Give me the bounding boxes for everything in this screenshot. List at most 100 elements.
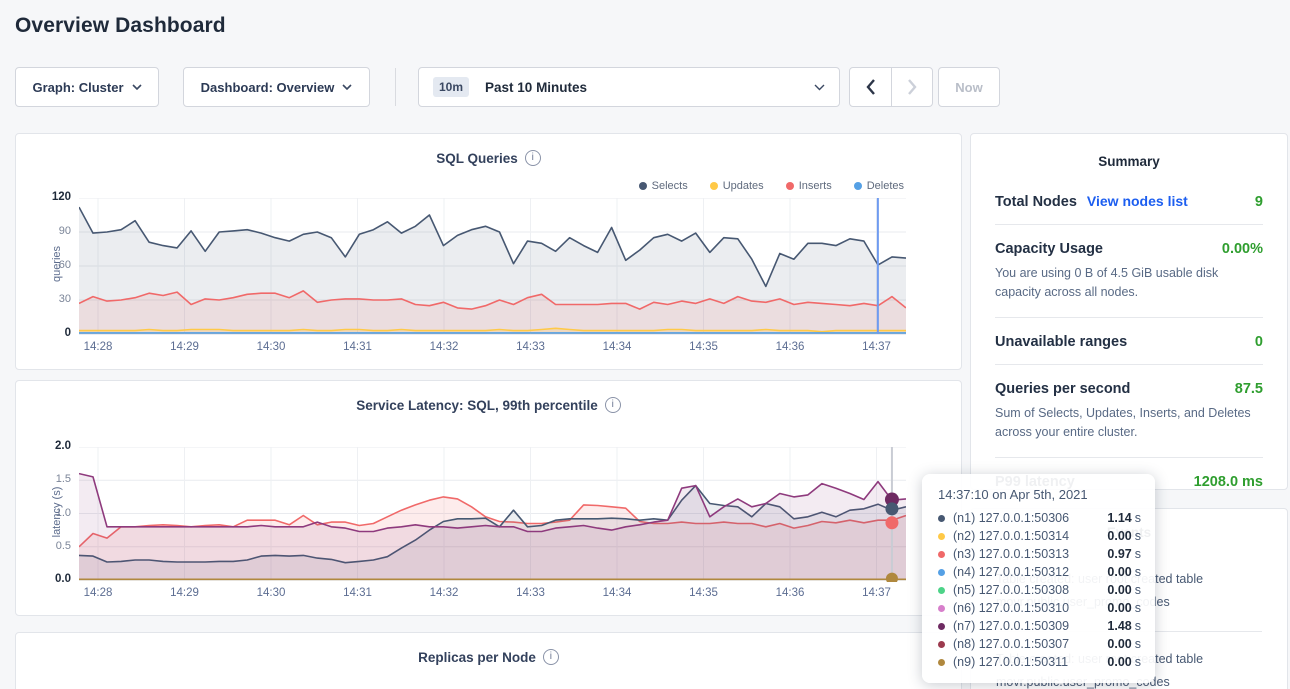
- x-axis-tick: 14:33: [516, 341, 545, 353]
- y-axis-label: queries: [51, 245, 63, 283]
- x-axis-tick: 14:31: [343, 341, 372, 353]
- tooltip-node-unit: s: [1134, 511, 1141, 525]
- time-range-badge: 10m: [433, 77, 470, 97]
- sql-queries-plot[interactable]: [79, 198, 906, 335]
- service-latency-plot[interactable]: [79, 447, 906, 582]
- y-axis-tick: 120: [51, 191, 71, 203]
- graph-dropdown[interactable]: Graph: Cluster: [15, 67, 159, 107]
- x-axis-tick: 14:29: [170, 587, 199, 599]
- tooltip-node-address: (n6) 127.0.0.1:50310: [953, 601, 1070, 615]
- y-axis-tick: 90: [58, 225, 71, 237]
- x-axis-tick: 14:37: [862, 341, 891, 353]
- series-dot-icon: [938, 586, 945, 594]
- view-nodes-list-link[interactable]: View nodes list: [1086, 193, 1188, 209]
- tooltip-node-address: (n8) 127.0.0.1:50307: [953, 637, 1070, 651]
- tooltip-node-address: (n7) 127.0.0.1:50309: [953, 619, 1070, 633]
- chevron-left-icon: [865, 79, 875, 95]
- tooltip-node-row: (n5) 127.0.0.1:50308 0.00 s: [938, 581, 1141, 599]
- tooltip-node-row: (n2) 127.0.0.1:50314 0.00 s: [938, 527, 1141, 545]
- info-icon[interactable]: i: [542, 649, 559, 665]
- prev-time-button[interactable]: [850, 68, 891, 106]
- now-button-label: Now: [955, 79, 983, 95]
- time-step-buttons: [849, 67, 933, 107]
- y-axis-tick: 0.0: [55, 573, 71, 585]
- hover-point: [885, 502, 899, 516]
- next-time-button[interactable]: [891, 68, 932, 106]
- tooltip-node-value: 1.14: [1107, 511, 1132, 525]
- tooltip-date: on Apr 5th, 2021: [992, 487, 1088, 502]
- legend-item-inserts[interactable]: Inserts: [785, 180, 832, 192]
- y-axis-tick: 0: [64, 327, 71, 339]
- dashboard-dropdown[interactable]: Dashboard: Overview: [183, 67, 370, 107]
- legend-item-deletes[interactable]: Deletes: [853, 180, 904, 192]
- tooltip-node-unit: s: [1134, 637, 1141, 651]
- summary-panel: Summary Total Nodes View nodes list 9 Capac…: [970, 133, 1288, 490]
- info-icon[interactable]: i: [524, 150, 541, 166]
- tooltip-node-value: 0.00: [1107, 529, 1132, 543]
- tooltip-node-value: 0.00: [1107, 583, 1132, 597]
- chart-hover-tooltip: 14:37:10 on Apr 5th, 2021 (n1) 127.0.0.1…: [922, 474, 1155, 683]
- chevron-down-icon: [342, 84, 352, 90]
- tooltip-node-unit: s: [1134, 565, 1141, 579]
- series-line--n3-127-0-0-1-50313: [79, 496, 906, 548]
- x-axis-tick: 14:36: [775, 341, 805, 353]
- tooltip-node-value: 0.97: [1107, 547, 1132, 561]
- now-button[interactable]: Now: [938, 67, 1000, 107]
- x-axis-tick: 14:32: [429, 341, 459, 353]
- tooltip-node-row: (n8) 127.0.0.1:50307 0.00 s: [938, 635, 1141, 653]
- service-latency-chart-card: Service Latency: SQL, 99th percentile i …: [15, 380, 962, 616]
- x-axis-tick: 14:32: [429, 587, 459, 599]
- legend-dot-icon: [638, 182, 647, 190]
- summary-rows: Total Nodes View nodes list 9 Capacity Usag…: [971, 169, 1287, 504]
- summary-value: 0: [1254, 333, 1263, 350]
- tooltip-node-value: 0.00: [1107, 601, 1132, 615]
- x-axis-tick: 14:33: [516, 587, 545, 599]
- series-line--n7-127-0-0-1-50309: [79, 472, 906, 533]
- tooltip-node-row: (n7) 127.0.0.1:50309 1.48 s: [938, 617, 1141, 635]
- series-line--n1-127-0-0-1-50306: [79, 484, 906, 564]
- series-dot-icon: [938, 640, 945, 648]
- y-axis-tick: 1.0: [55, 506, 71, 519]
- summary-description: You are using 0 B of 4.5 GiB usable disk…: [995, 266, 1219, 300]
- series-dot-icon: [938, 658, 945, 666]
- y-axis-tick: 1.5: [55, 473, 71, 486]
- summary-row: Unavailable ranges 0: [995, 318, 1263, 365]
- series-dot-icon: [938, 604, 945, 612]
- legend-item-updates[interactable]: Updates: [709, 180, 764, 192]
- tooltip-node-row: (n6) 127.0.0.1:50310 0.00 s: [938, 599, 1141, 617]
- series-line-inserts: [79, 290, 906, 310]
- replicas-per-node-chart-title: Replicas per Node: [418, 649, 536, 665]
- sql-queries-chart-card: SQL Queries i Selects Updates Inserts Delet…: [15, 133, 962, 370]
- tooltip-node-unit: s: [1134, 619, 1141, 633]
- legend-label: Deletes: [866, 180, 904, 192]
- dashboard-dropdown-label: Dashboard: Overview: [200, 79, 335, 95]
- tooltip-node-value: 0.00: [1107, 655, 1132, 669]
- series-dot-icon: [938, 568, 945, 576]
- series-line-selects: [79, 206, 906, 288]
- tooltip-node-address: (n9) 127.0.0.1:50311: [953, 655, 1069, 669]
- time-range-dropdown[interactable]: 10m Past 10 Minutes: [418, 67, 840, 107]
- tooltip-timestamp: 14:37:10 on Apr 5th, 2021: [938, 487, 1141, 502]
- sql-queries-legend: Selects Updates Inserts Deletes: [638, 180, 904, 192]
- info-icon[interactable]: i: [604, 397, 621, 413]
- tooltip-node-address: (n5) 127.0.0.1:50308: [953, 583, 1070, 597]
- series-dot-icon: [938, 514, 945, 522]
- x-axis-tick: 14:36: [775, 587, 805, 599]
- summary-value: 9: [1254, 194, 1263, 210]
- tooltip-node-address: (n1) 127.0.0.1:50306: [953, 511, 1070, 525]
- graph-dropdown-label: Graph: Cluster: [32, 79, 124, 95]
- tooltip-node-row: (n9) 127.0.0.1:50311 0.00 s: [938, 653, 1141, 671]
- series-line-updates: [79, 327, 906, 333]
- chevron-down-icon: [814, 84, 825, 90]
- chevron-down-icon: [131, 84, 142, 90]
- legend-label: Selects: [651, 180, 688, 192]
- y-axis-tick: 2.0: [55, 440, 71, 452]
- y-axis-tick: 60: [58, 259, 71, 271]
- x-axis-tick: 14:29: [170, 341, 199, 353]
- legend-item-selects[interactable]: Selects: [638, 180, 688, 192]
- summary-description: Sum of Selects, Updates, Inserts, and De…: [995, 405, 1251, 440]
- sql-queries-chart-title: SQL Queries: [436, 150, 518, 166]
- x-axis-tick: 14:34: [602, 341, 632, 353]
- tooltip-node-row: (n4) 127.0.0.1:50312 0.00 s: [938, 563, 1141, 581]
- tooltip-node-address: (n2) 127.0.0.1:50314: [953, 529, 1070, 543]
